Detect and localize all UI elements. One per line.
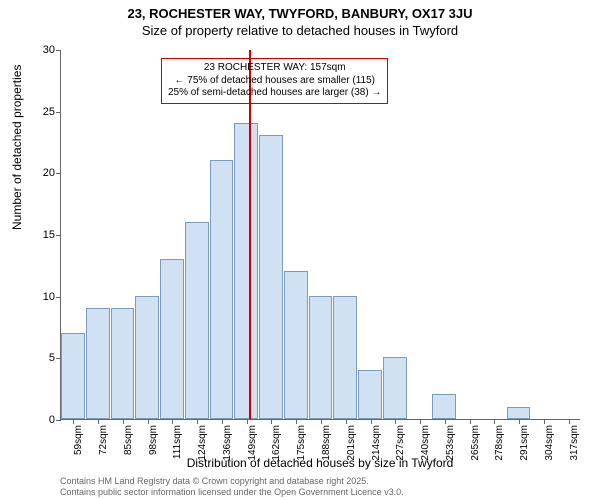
x-tick-mark — [123, 419, 124, 424]
x-tick-mark — [494, 419, 495, 424]
x-axis-label: Distribution of detached houses by size … — [60, 456, 580, 470]
x-tick-mark — [420, 419, 421, 424]
x-tick-mark — [445, 419, 446, 424]
plot-area: 05101520253059sqm72sqm85sqm98sqm111sqm12… — [60, 50, 580, 420]
x-tick-mark — [321, 419, 322, 424]
x-tick-mark — [371, 419, 372, 424]
histogram-bar — [160, 259, 184, 419]
x-tick-mark — [346, 419, 347, 424]
histogram-bar — [135, 296, 159, 419]
y-axis-label: Number of detached properties — [10, 65, 24, 230]
attribution-line2: Contains public sector information licen… — [60, 487, 404, 498]
x-tick-mark — [271, 419, 272, 424]
histogram-bar — [259, 135, 283, 419]
x-tick-mark — [395, 419, 396, 424]
attribution-line1: Contains HM Land Registry data © Crown c… — [60, 476, 404, 487]
histogram-bar — [383, 357, 407, 419]
histogram-bar — [111, 308, 135, 419]
histogram-bar — [432, 394, 456, 419]
y-tick-mark — [56, 297, 61, 298]
title-block: 23, ROCHESTER WAY, TWYFORD, BANBURY, OX1… — [0, 0, 600, 40]
y-tick-mark — [56, 50, 61, 51]
histogram-bar — [86, 308, 110, 419]
y-tick-mark — [56, 173, 61, 174]
reference-line — [249, 50, 251, 419]
page-title-line2: Size of property relative to detached ho… — [0, 23, 600, 40]
histogram-bar — [284, 271, 308, 419]
annotation-line: 23 ROCHESTER WAY: 157sqm — [168, 62, 381, 75]
x-tick-label: 111sqm — [172, 425, 183, 459]
chart-container: 23, ROCHESTER WAY, TWYFORD, BANBURY, OX1… — [0, 0, 600, 500]
y-tick-mark — [56, 112, 61, 113]
x-tick-mark — [98, 419, 99, 424]
histogram-bar — [185, 222, 209, 419]
x-tick-mark — [296, 419, 297, 424]
attribution-text: Contains HM Land Registry data © Crown c… — [60, 476, 404, 498]
x-tick-mark — [73, 419, 74, 424]
x-tick-label: 59sqm — [73, 425, 84, 455]
histogram-bar — [309, 296, 333, 419]
histogram-bar — [210, 160, 234, 419]
histogram-bar — [358, 370, 382, 419]
x-tick-mark — [172, 419, 173, 424]
y-tick-mark — [56, 235, 61, 236]
histogram-bar — [61, 333, 85, 419]
x-tick-mark — [148, 419, 149, 424]
annotation-line: ← 75% of detached houses are smaller (11… — [168, 75, 381, 88]
page-title-line1: 23, ROCHESTER WAY, TWYFORD, BANBURY, OX1… — [0, 6, 600, 23]
x-tick-mark — [569, 419, 570, 424]
histogram-bar — [507, 407, 531, 419]
annotation-box: 23 ROCHESTER WAY: 157sqm← 75% of detache… — [161, 58, 388, 104]
x-tick-label: 85sqm — [123, 425, 134, 455]
histogram-bar — [234, 123, 258, 419]
x-tick-mark — [197, 419, 198, 424]
x-tick-label: 98sqm — [148, 425, 159, 455]
x-tick-mark — [544, 419, 545, 424]
x-tick-mark — [519, 419, 520, 424]
x-tick-mark — [222, 419, 223, 424]
x-tick-label: 72sqm — [98, 425, 109, 455]
x-tick-mark — [247, 419, 248, 424]
y-tick-mark — [56, 420, 61, 421]
annotation-line: 25% of semi-detached houses are larger (… — [168, 87, 381, 100]
histogram-bar — [333, 296, 357, 419]
x-tick-mark — [470, 419, 471, 424]
